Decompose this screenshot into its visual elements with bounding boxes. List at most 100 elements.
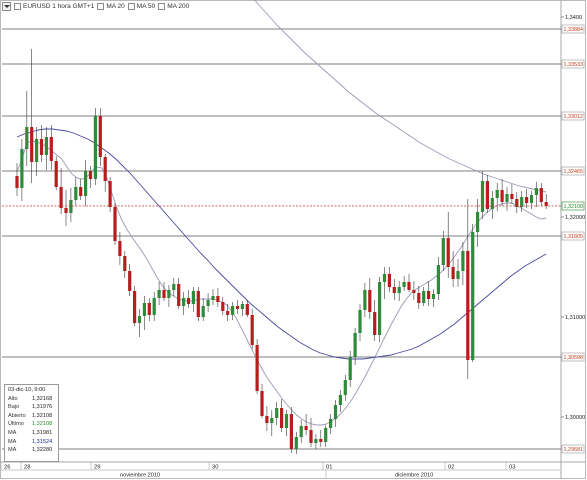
bear-candle	[113, 207, 117, 241]
ma200-toggle[interactable]: MA 200	[158, 3, 189, 10]
price-tick-label: 1,31000	[565, 315, 585, 321]
bull-candle	[25, 127, 29, 149]
bear-candle	[59, 187, 63, 208]
price-level-box	[561, 352, 585, 362]
ma50-toggle[interactable]: MA 50	[127, 3, 156, 10]
chart-menu-dropdown-icon[interactable]	[2, 2, 11, 11]
info-row: Último 1,32108	[8, 420, 55, 429]
symbol-checkbox[interactable]	[14, 3, 21, 10]
bear-candle	[412, 290, 416, 293]
price-tick-label: 1,32000	[565, 215, 585, 221]
price-level-label: 1,33012	[564, 114, 584, 120]
bear-candle	[49, 137, 53, 161]
ma20-checkbox[interactable]	[97, 3, 105, 10]
info-row-value: 1,32108	[32, 421, 53, 428]
price-level-label: 1,31805	[564, 234, 584, 240]
price-level-box	[561, 24, 585, 34]
bull-candle	[534, 188, 538, 195]
bear-candle	[255, 345, 259, 391]
info-row: Alto 1,32168	[8, 395, 55, 404]
price-level-box	[561, 201, 585, 211]
last-price-label: 1,32108	[564, 204, 584, 210]
bear-candle	[15, 176, 19, 188]
bull-candle	[329, 419, 333, 428]
bull-candle	[363, 290, 367, 310]
info-row-label: MA	[8, 429, 17, 436]
info-row: MA 1,31981	[8, 429, 55, 438]
bear-candle	[133, 291, 137, 323]
bull-candle	[333, 405, 338, 419]
bear-candle	[123, 256, 127, 271]
bear-candle	[245, 304, 249, 315]
ma20-toggle[interactable]: MA 20	[97, 3, 125, 10]
bull-candle	[191, 291, 195, 304]
bear-candle	[147, 303, 151, 315]
day-tick-label: 01	[326, 465, 332, 471]
bull-candle	[348, 357, 352, 380]
bull-candle	[172, 284, 176, 290]
bull-candle	[314, 439, 318, 443]
ma50-label: MA 50	[136, 3, 156, 10]
price-level-label: 1,29681	[564, 447, 584, 453]
bull-candle	[480, 181, 485, 212]
price-tick-label: 1,30000	[565, 415, 585, 421]
bear-candle	[265, 416, 269, 423]
symbol-toggle[interactable]: EURUSD 1 hora GMT+1	[14, 3, 94, 10]
info-row-value: 1,32108	[32, 412, 53, 419]
bear-candle	[515, 199, 519, 207]
bear-candle	[510, 194, 514, 199]
info-row-label: Abierto	[8, 412, 26, 419]
bear-candle	[417, 293, 421, 303]
day-tick-label: 30	[212, 465, 218, 471]
price-level-box	[561, 166, 585, 176]
bear-candle	[118, 241, 122, 256]
bear-candle	[39, 139, 44, 155]
bull-candle	[240, 304, 244, 309]
bear-candle	[289, 414, 293, 449]
day-tick-label: 03	[509, 465, 515, 471]
price-axis: 1,3400 1,33884 1,33533 1,33012 1,32465 1,3210…	[561, 15, 585, 454]
ma50-checkbox[interactable]	[127, 3, 135, 10]
bear-candle	[196, 291, 200, 317]
candles	[15, 49, 548, 454]
bull-candle	[44, 137, 48, 155]
bear-candle	[304, 426, 308, 430]
bull-candle	[422, 291, 426, 303]
info-row: Bajo 1,31976	[8, 403, 55, 412]
day-tick-label: 26	[4, 465, 10, 471]
price-level-label: 1,33884	[564, 27, 584, 33]
bull-candle	[284, 414, 289, 428]
day-tick-label: 02	[448, 465, 454, 471]
bull-candle	[520, 197, 524, 207]
bear-candle	[387, 274, 391, 287]
info-row: MA 1,31524	[8, 438, 55, 447]
bull-candle	[206, 300, 210, 306]
bear-candle	[485, 181, 489, 209]
bear-candle	[309, 430, 313, 443]
bear-candle	[64, 208, 68, 213]
month-label: noviembre 2010	[120, 473, 160, 479]
bear-candle	[98, 116, 102, 157]
price-level-box	[561, 111, 585, 121]
bull-candle	[456, 271, 460, 279]
bull-candle	[490, 198, 494, 209]
bear-candle	[446, 238, 450, 267]
bear-candle	[373, 312, 377, 335]
bear-candle	[427, 291, 431, 299]
bull-candle	[211, 296, 215, 300]
bear-candle	[544, 202, 548, 206]
info-row-value: 1,31524	[32, 438, 53, 445]
bear-candle	[221, 302, 225, 311]
bull-candle	[358, 310, 362, 333]
bull-candle	[20, 149, 24, 188]
ma200-checkbox[interactable]	[158, 3, 166, 10]
bear-candle	[128, 271, 132, 291]
bull-candle	[35, 139, 39, 162]
bull-candle	[382, 274, 387, 282]
ma200-label: MA 200	[167, 3, 190, 10]
price-level-label: 1,30598	[564, 355, 584, 361]
bull-candle	[476, 212, 480, 232]
bull-candle	[471, 232, 475, 360]
bear-candle	[103, 157, 107, 181]
